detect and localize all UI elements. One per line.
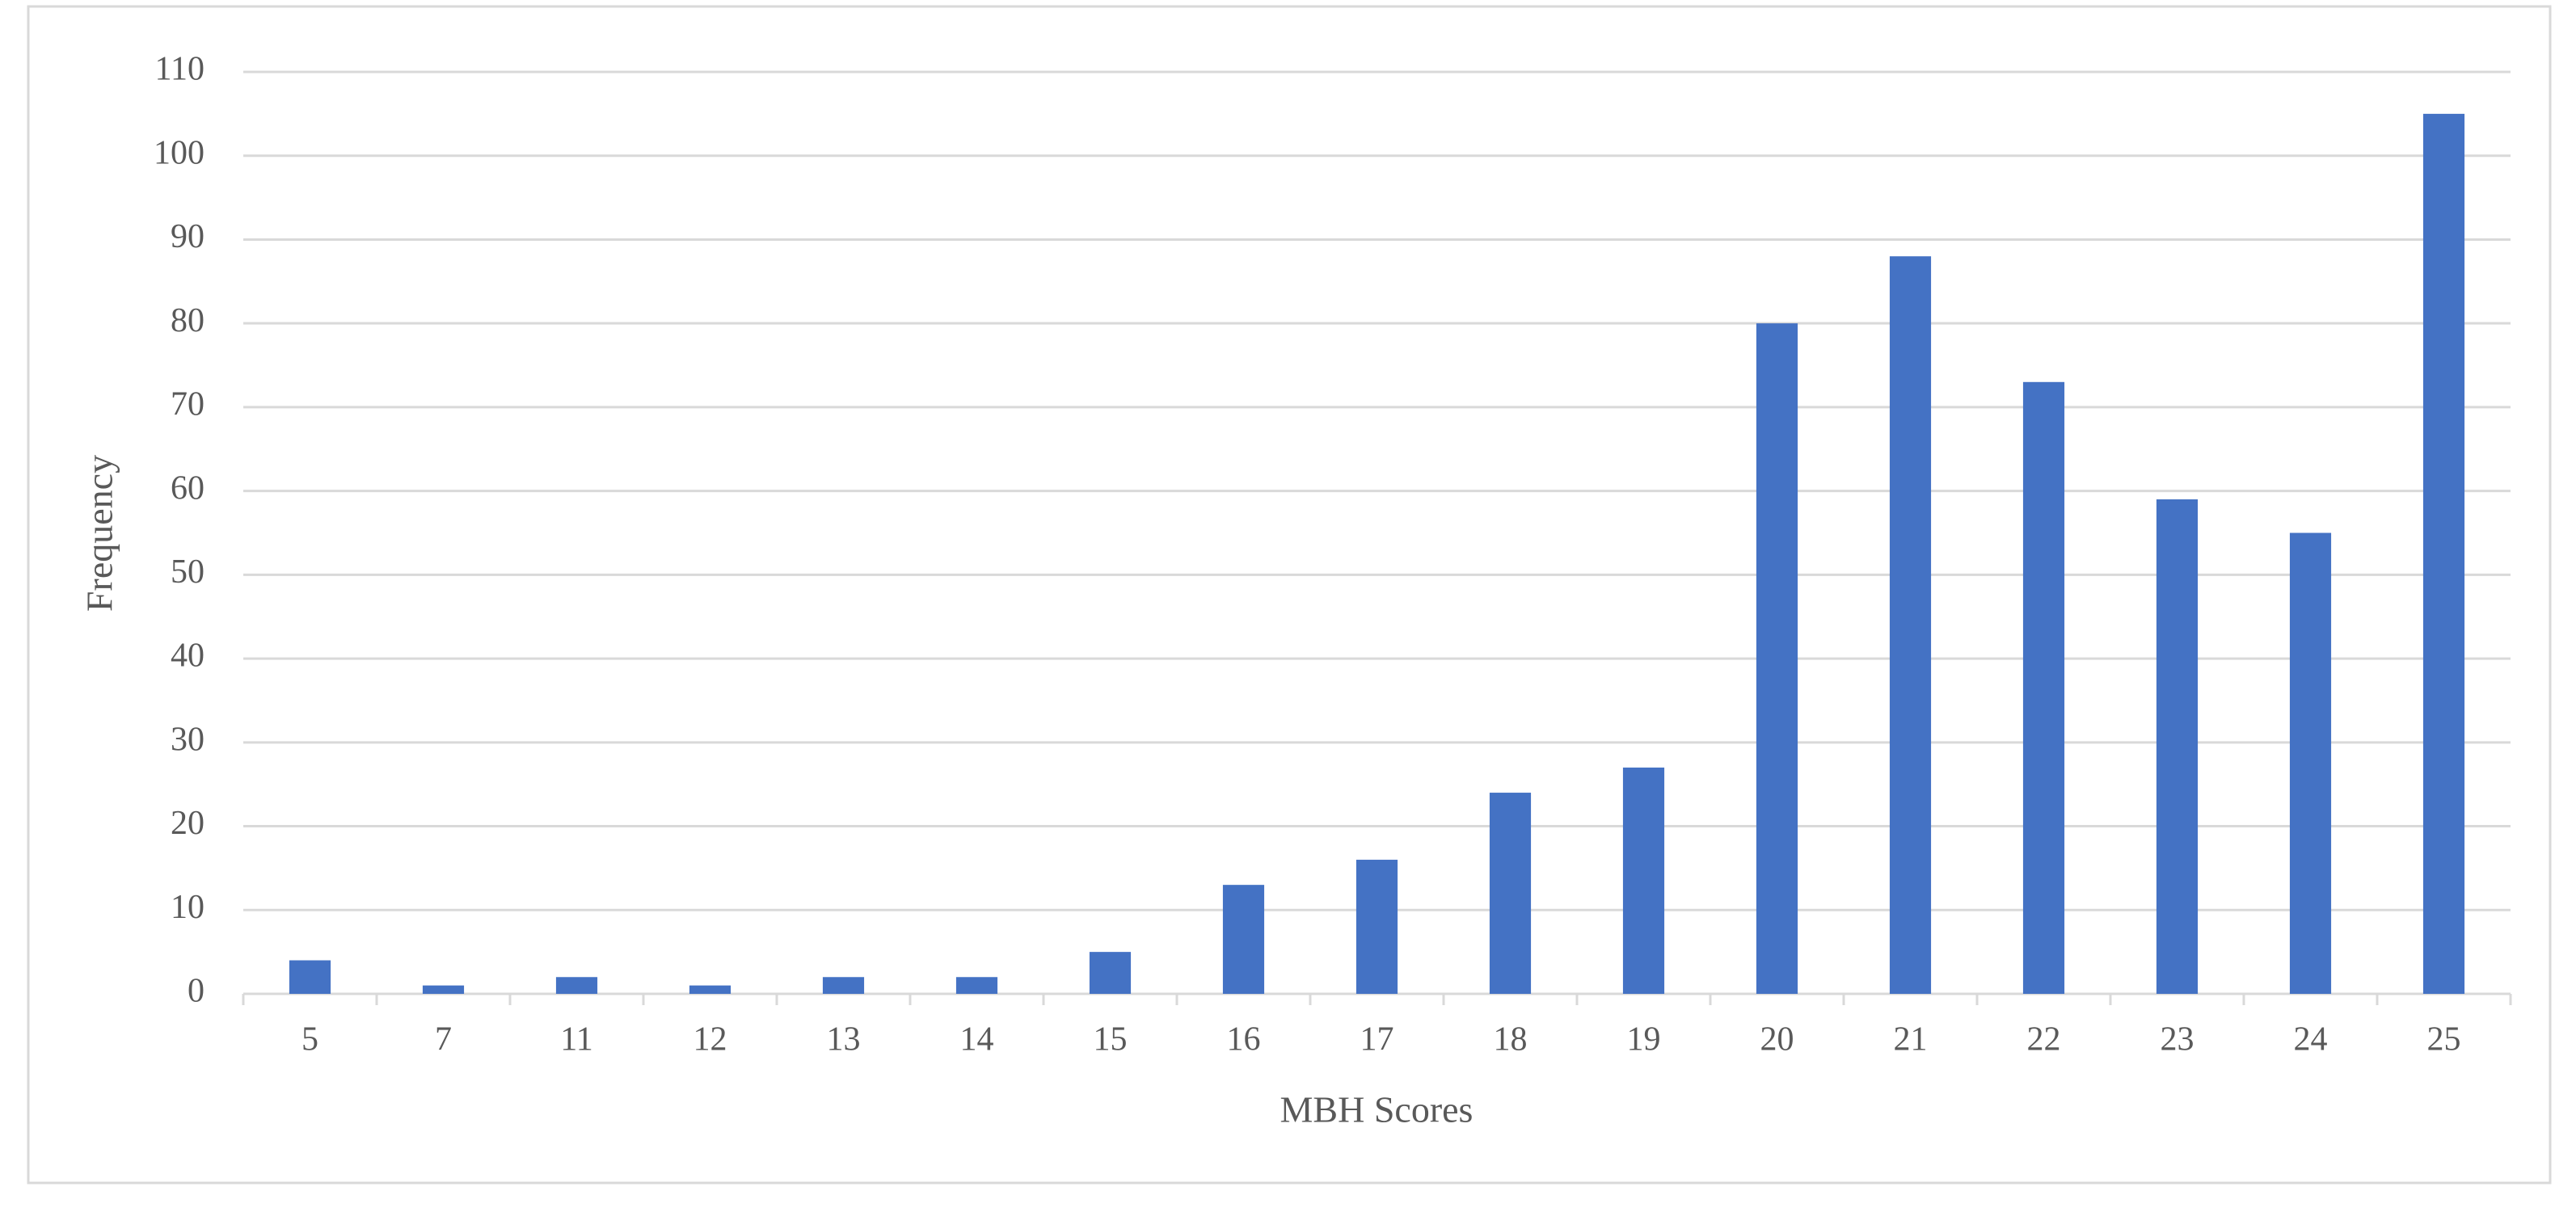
bar [1622, 767, 1665, 994]
bar [1089, 952, 1132, 994]
x-tick-label: 7 [435, 1021, 452, 1058]
x-tick-label: 11 [560, 1021, 592, 1058]
y-tick-label: 50 [171, 553, 204, 591]
y-tick-label: 70 [171, 386, 204, 423]
x-tick-label: 5 [301, 1021, 318, 1058]
bar [1756, 323, 1798, 994]
y-tick-label: 110 [155, 51, 204, 88]
bar [822, 977, 865, 994]
x-tick-label: 25 [2427, 1021, 2461, 1058]
bar [2022, 381, 2065, 995]
y-tick-label: 0 [188, 973, 204, 1010]
y-tick-label: 80 [171, 302, 204, 339]
bar [289, 960, 331, 994]
y-tick-label: 90 [171, 218, 204, 255]
x-tick-label: 15 [1094, 1021, 1128, 1058]
x-tick-label: 19 [1627, 1021, 1661, 1058]
x-axis-title: MBH Scores [1280, 1089, 1474, 1130]
x-tick-label: 24 [2294, 1021, 2328, 1058]
x-tick-label: 13 [827, 1021, 861, 1058]
bar [2289, 532, 2332, 994]
bar [2422, 113, 2465, 994]
bar [2156, 499, 2199, 994]
bar [689, 985, 731, 994]
x-tick-label: 23 [2161, 1021, 2194, 1058]
x-tick-label: 20 [1760, 1021, 1794, 1058]
bar [555, 977, 598, 994]
bar [422, 985, 465, 994]
bar [1489, 793, 1532, 994]
x-tick-label: 18 [1494, 1021, 1528, 1058]
bar [1355, 860, 1398, 994]
x-tick-label: 22 [2027, 1021, 2061, 1058]
x-tick-label: 12 [694, 1021, 727, 1058]
x-tick-label: 21 [1894, 1021, 1928, 1058]
y-tick-label: 30 [171, 721, 204, 758]
y-tick-label: 60 [171, 469, 204, 507]
y-axis-title: Frequency [79, 455, 120, 612]
bar [1222, 885, 1265, 994]
bar [955, 977, 998, 994]
y-tick-label: 100 [154, 134, 204, 171]
y-tick-label: 40 [171, 638, 204, 675]
y-tick-label: 20 [171, 805, 204, 842]
bar [1889, 256, 1932, 994]
x-tick-label: 17 [1360, 1021, 1394, 1058]
x-tick-label: 16 [1227, 1021, 1261, 1058]
x-tick-label: 14 [960, 1021, 994, 1058]
y-tick-label: 10 [171, 889, 204, 926]
